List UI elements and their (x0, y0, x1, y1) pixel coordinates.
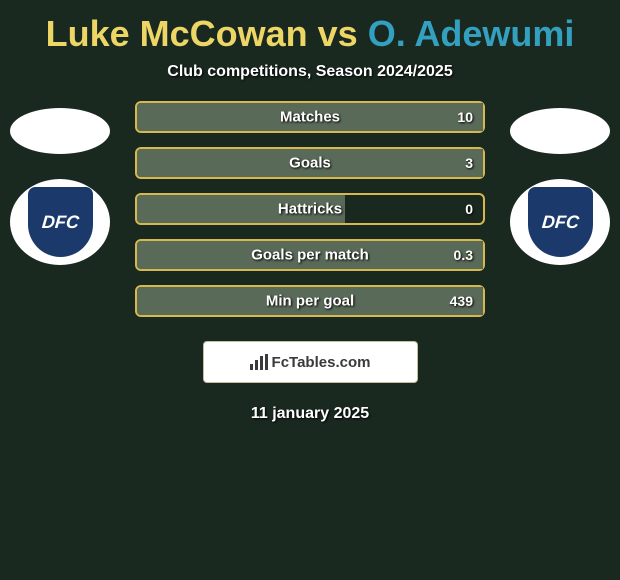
vs-text: vs (318, 13, 358, 54)
player2-club-badge: DFC (510, 179, 610, 265)
stat-value: 439 (450, 293, 473, 309)
shield-icon: DFC (28, 187, 93, 257)
left-avatar-block: DFC (10, 108, 110, 265)
date-text: 11 january 2025 (0, 405, 620, 423)
bars-icon (250, 354, 268, 370)
stat-label: Matches (280, 109, 340, 126)
stat-row: Goals 3 (135, 147, 485, 179)
season-subtitle: Club competitions, Season 2024/2025 (0, 63, 620, 81)
stat-value: 0 (465, 201, 473, 217)
stat-row: Goals per match 0.3 (135, 239, 485, 271)
player2-name: O. Adewumi (368, 13, 575, 54)
stat-value: 3 (465, 155, 473, 171)
stat-label: Goals per match (251, 247, 369, 264)
shield-icon: DFC (528, 187, 593, 257)
stat-row: Hattricks 0 (135, 193, 485, 225)
right-avatar-block: DFC (510, 108, 610, 265)
stat-row: Min per goal 439 (135, 285, 485, 317)
stat-label: Hattricks (278, 201, 342, 218)
player1-avatar-placeholder (10, 108, 110, 154)
club-initials: DFC (41, 212, 80, 233)
stat-value: 10 (457, 109, 473, 125)
stat-row: Matches 10 (135, 101, 485, 133)
player1-club-badge: DFC (10, 179, 110, 265)
stat-value: 0.3 (454, 247, 473, 263)
player1-name: Luke McCowan (46, 13, 308, 54)
fctables-watermark: FcTables.com (203, 341, 418, 383)
stat-label: Min per goal (266, 293, 354, 310)
comparison-title: Luke McCowan vs O. Adewumi (0, 0, 620, 63)
club-initials: DFC (541, 212, 580, 233)
stat-label: Goals (289, 155, 331, 172)
fctables-label: FcTables.com (272, 354, 371, 371)
player2-avatar-placeholder (510, 108, 610, 154)
